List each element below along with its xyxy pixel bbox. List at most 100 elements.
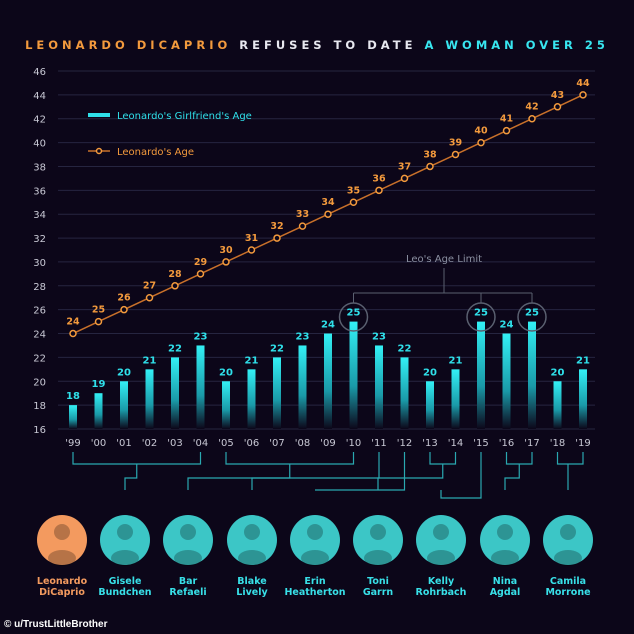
line-label: 36 xyxy=(372,173,386,184)
line-point xyxy=(477,138,485,147)
line-label: 29 xyxy=(194,257,207,268)
avatar-face xyxy=(497,524,513,540)
x-tick-label: '99 xyxy=(65,438,80,449)
bar-label: 24 xyxy=(321,320,335,331)
y-tick-label: 40 xyxy=(33,139,46,150)
line-point xyxy=(94,317,103,326)
bar-label: 23 xyxy=(194,331,208,342)
bar-label: 22 xyxy=(398,343,412,354)
avatar xyxy=(163,515,213,565)
line-label: 39 xyxy=(449,138,462,149)
credit: © u/TrustLittleBrother xyxy=(4,619,108,630)
line-point xyxy=(426,162,434,171)
bar xyxy=(528,321,536,429)
avatar-body xyxy=(174,550,202,566)
connector xyxy=(504,464,520,490)
y-tick-label: 18 xyxy=(33,401,46,412)
bar xyxy=(69,405,77,429)
line-label: 34 xyxy=(321,197,335,208)
avatar xyxy=(227,515,277,565)
x-tick-label: '15 xyxy=(473,438,488,449)
year-bracket xyxy=(429,452,457,465)
connector xyxy=(251,452,380,490)
x-tick-label: '10 xyxy=(346,438,361,449)
person-last-name: Rohrbach xyxy=(416,587,467,598)
chart-title: LEONARDO DICAPRIO REFUSES TO DATE A WOMA… xyxy=(25,38,609,52)
y-tick-label: 46 xyxy=(33,67,46,78)
y-tick-label: 32 xyxy=(33,234,46,245)
person-last-name: Bundchen xyxy=(98,587,151,598)
line-label: 42 xyxy=(525,102,538,113)
person-first-name: Gisele xyxy=(109,576,142,587)
line-point xyxy=(171,282,179,290)
legend-line-marker xyxy=(95,147,103,155)
bar xyxy=(502,333,511,429)
connector xyxy=(315,452,406,491)
bar xyxy=(451,369,460,429)
line-label: 38 xyxy=(423,149,437,160)
line-label: 35 xyxy=(347,185,360,196)
avatar-body xyxy=(554,550,582,566)
y-tick-label: 30 xyxy=(33,258,46,269)
bar-label: 20 xyxy=(423,367,437,378)
avatar-body xyxy=(427,550,455,566)
bar-label: 23 xyxy=(296,331,310,342)
avatar-face xyxy=(54,524,70,540)
bar xyxy=(477,321,485,429)
bar xyxy=(222,381,230,429)
bar-label: 21 xyxy=(449,355,463,366)
connector xyxy=(187,464,291,490)
person-last-name: Agdal xyxy=(490,587,521,598)
avatar-face xyxy=(370,524,386,540)
avatar-face xyxy=(307,524,323,540)
x-tick-label: '03 xyxy=(167,438,182,449)
bar xyxy=(375,345,383,429)
line-label: 25 xyxy=(92,305,105,316)
highlight-circle xyxy=(466,302,496,332)
bar xyxy=(196,345,205,429)
x-tick-label: '19 xyxy=(575,438,590,449)
bar xyxy=(120,381,128,429)
avatar xyxy=(416,515,466,565)
line-point xyxy=(349,198,358,207)
bar-label: 20 xyxy=(117,367,131,378)
x-tick-label: '00 xyxy=(91,438,106,449)
person-last-name: Heatherton xyxy=(284,587,345,598)
person-first-name: Leonardo xyxy=(37,576,88,587)
line-label: 24 xyxy=(66,317,80,328)
bar xyxy=(553,381,562,429)
year-bracket xyxy=(225,452,355,465)
line-point xyxy=(247,246,256,254)
y-tick-label: 42 xyxy=(33,115,46,126)
y-tick-label: 44 xyxy=(33,91,46,102)
avatar-body xyxy=(238,550,266,566)
avatar-face xyxy=(244,524,260,540)
line-label: 27 xyxy=(143,281,156,292)
line-point xyxy=(553,103,562,111)
bar xyxy=(247,369,256,429)
line-point xyxy=(579,91,587,99)
avatar-body xyxy=(364,550,392,566)
connector xyxy=(377,464,444,490)
x-tick-label: '11 xyxy=(371,438,386,449)
legend-bar-label: Leonardo's Girlfriend's Age xyxy=(117,111,252,122)
bar xyxy=(94,393,103,429)
line-label: 40 xyxy=(474,126,488,137)
avatar-body xyxy=(301,550,329,566)
y-tick-label: 20 xyxy=(33,377,46,388)
y-tick-label: 26 xyxy=(33,306,46,317)
avatar-face xyxy=(180,524,196,540)
line-point xyxy=(120,305,128,314)
line-label: 44 xyxy=(576,78,590,89)
bar-label: 25 xyxy=(525,308,539,319)
bar-label: 22 xyxy=(168,343,182,354)
line-label: 32 xyxy=(270,221,283,232)
line-point xyxy=(145,293,154,302)
line-label: 43 xyxy=(551,90,564,101)
legend-bar-swatch xyxy=(88,113,110,117)
y-tick-label: 34 xyxy=(33,210,46,221)
x-tick-label: '12 xyxy=(397,438,412,449)
bar-label: 21 xyxy=(245,355,259,366)
line-point xyxy=(451,150,460,159)
line-point xyxy=(324,210,332,218)
